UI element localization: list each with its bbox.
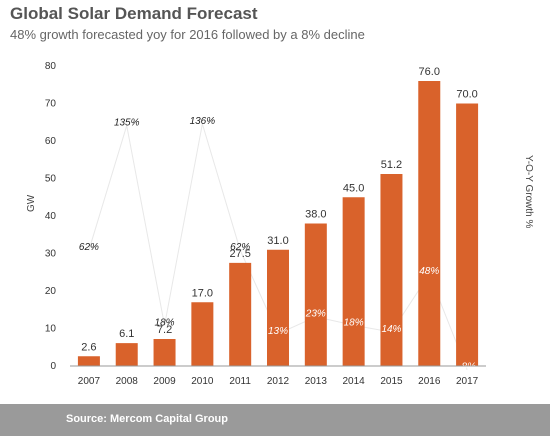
source-footer: Source: Mercom Capital Group [0, 404, 550, 436]
value-label-2016: 76.0 [419, 66, 440, 78]
growth-label-2014: 18% [344, 317, 364, 328]
value-label-2012: 31.0 [267, 235, 288, 247]
growth-label-2016: 48% [419, 266, 439, 277]
value-label-2008: 6.1 [119, 328, 134, 340]
y-tick-label: 20 [45, 286, 57, 297]
x-tick-label: 2008 [116, 376, 139, 387]
y-tick-label: 70 [45, 99, 57, 110]
x-axis-ticks: 2007 2008 2009 2010 2011 2012 2013 2014 2015 2016… [78, 376, 479, 387]
chart-subtitle: 48% growth forecasted yoy for 2016 follo… [10, 27, 365, 42]
chart-title: Global Solar Demand Forecast [10, 4, 258, 23]
bar-2015 [380, 174, 403, 366]
bar-2017 [456, 103, 479, 366]
y-tick-label: 50 [45, 174, 57, 185]
x-tick-label: 2014 [343, 376, 366, 387]
x-tick-label: 2017 [456, 376, 479, 387]
bar-2012 [267, 249, 289, 366]
source-text: Source: Mercom Capital Group [66, 413, 228, 425]
y-tick-label: 60 [45, 136, 57, 147]
bar-2014 [342, 197, 365, 366]
bar-chart: 0 10 20 30 40 50 60 70 80 2.6 6.1 7.2 17.0 27.5 31.0 3… [45, 61, 486, 387]
x-tick-label: 2015 [380, 376, 403, 387]
y-axis-ticks: 0 10 20 30 40 50 60 70 80 [45, 61, 57, 372]
value-label-2013: 38.0 [305, 209, 326, 221]
y-tick-label: 40 [45, 211, 57, 222]
bar-2010 [191, 302, 214, 366]
y-tick-label: 0 [50, 361, 56, 372]
growth-label-2011: 62% [230, 242, 250, 253]
bars [77, 81, 479, 366]
x-tick-label: 2007 [78, 376, 101, 387]
growth-label-2012: 13% [268, 326, 288, 337]
y-axis-label: GW [26, 194, 37, 212]
value-label-2009: 7.2 [157, 324, 172, 336]
value-label-2017: 70.0 [456, 89, 477, 101]
x-tick-label: 2009 [153, 376, 176, 387]
value-label-2014: 45.0 [343, 182, 364, 194]
growth-label-2015: 14% [381, 324, 401, 335]
x-tick-label: 2013 [305, 376, 328, 387]
growth-label-2010: 136% [190, 116, 216, 127]
bar-2008 [115, 343, 138, 366]
x-tick-label: 2011 [229, 376, 251, 387]
y-tick-label: 30 [45, 249, 57, 260]
growth-label-2008: 135% [114, 118, 140, 129]
y-tick-label: 80 [45, 61, 57, 72]
x-tick-label: 2016 [418, 376, 441, 387]
growth-label-2007: 62% [79, 242, 99, 253]
value-label-2015: 51.2 [381, 159, 402, 171]
bar-2013 [304, 223, 327, 366]
bar-2016 [418, 81, 441, 366]
y-tick-label: 10 [45, 324, 57, 335]
bar-2011 [229, 262, 252, 366]
value-label-2011: 27.5 [229, 248, 250, 260]
value-label-2007: 2.6 [81, 341, 96, 353]
bar-2007 [77, 356, 100, 366]
growth-labels: 62% 135% 18% 136% 62% 13% 23% 18% 14% 48% -8% [79, 116, 476, 373]
x-tick-label: 2010 [191, 376, 214, 387]
growth-label-2017: -8% [458, 362, 476, 373]
value-labels: 2.6 6.1 7.2 17.0 27.5 31.0 38.0 45.0 51.2 76.0 70.… [81, 66, 478, 353]
value-label-2010: 17.0 [192, 287, 213, 299]
growth-label-2009: 18% [155, 317, 175, 328]
growth-label-2013: 23% [305, 309, 326, 320]
y2-axis-label: Y-O-Y Growth % [523, 155, 534, 229]
x-tick-label: 2012 [267, 376, 290, 387]
bar-2009 [153, 339, 176, 366]
